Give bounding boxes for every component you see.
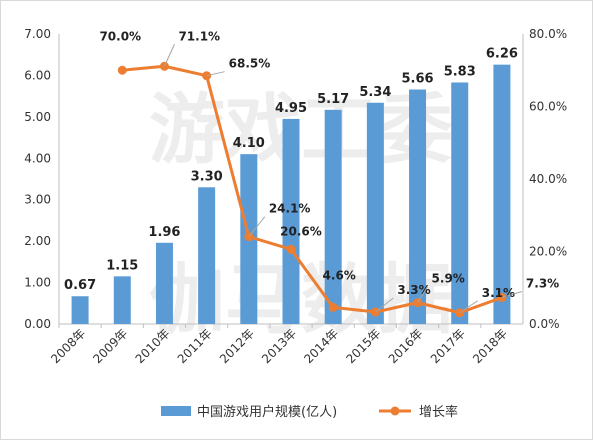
bar-value-label: 0.67 (64, 278, 96, 293)
bar-value-label: 3.30 (191, 169, 223, 184)
rate-value-label: 4.6% (323, 268, 356, 282)
rate-leader-line (501, 291, 523, 299)
line-point (286, 244, 296, 254)
bar (409, 89, 427, 324)
y-left-tick-label: 2.00 (24, 234, 51, 248)
rate-value-label: 68.5% (229, 57, 271, 71)
watermark-line-2: 伽马数据 (149, 255, 453, 344)
y-right-tick-label: 80.0% (529, 27, 567, 41)
x-tick-label: 2018年 (470, 326, 510, 366)
bar (451, 82, 469, 324)
rate-value-label: 70.0% (99, 29, 141, 43)
rate-leader-line (248, 216, 266, 237)
line-point (328, 302, 338, 312)
y-right-tick-label: 0.0% (529, 317, 560, 331)
rate-leader-line (417, 286, 428, 303)
rate-leader-line (206, 71, 225, 77)
bar-value-label: 5.83 (444, 64, 476, 79)
rate-value-label: 71.1% (178, 29, 220, 43)
bar-series: 0.67 1.15 1.96 3.30 4.10 4.95 5.17 5.34 5.66 5.83… (64, 47, 518, 325)
line-point (117, 65, 127, 75)
y-left-tick-label: 0.00 (24, 317, 51, 331)
rate-leader-line (459, 300, 479, 314)
y-left-tick-label: 3.00 (24, 193, 51, 207)
rate-value-label: 5.9% (432, 272, 465, 286)
y-right-tick-label: 40.0% (529, 172, 567, 186)
rate-value-label: 3.1% (482, 286, 515, 300)
rate-value-label: 7.3% (526, 277, 559, 291)
y-right-tick-label: 20.0% (529, 245, 567, 259)
rate-leader-line (375, 297, 394, 313)
bar (155, 242, 173, 324)
bar (71, 296, 89, 324)
growth-rate-line (122, 64, 503, 315)
x-tick-label: 2008年 (48, 326, 88, 366)
rate-value-label: 3.3% (397, 283, 430, 297)
rate-value-label: 20.6% (280, 224, 322, 238)
bar (198, 187, 216, 324)
legend-bar-label: 中国游戏用户规模(亿人) (197, 404, 337, 420)
x-tick-label: 2009年 (90, 326, 130, 366)
legend-line-label: 增长率 (419, 404, 458, 420)
y-left-tick-label: 7.00 (24, 27, 51, 41)
bar-value-label: 5.34 (359, 85, 391, 100)
legend-bar-swatch (161, 406, 191, 416)
rate-value-label: 24.1% (269, 202, 311, 216)
bar-value-label: 4.95 (275, 101, 307, 116)
bar (493, 64, 511, 325)
y-left-tick-label: 6.00 (24, 68, 51, 82)
y-right-tick-label: 60.0% (529, 100, 567, 114)
bar (324, 109, 342, 324)
legend-line-marker (390, 406, 400, 416)
bar-value-label: 5.66 (402, 72, 434, 87)
watermark-line-1: 游戏工委 (149, 85, 453, 174)
rate-leader-line (163, 44, 175, 67)
bar-value-label: 5.17 (317, 92, 349, 107)
bar-value-label: 4.10 (233, 136, 265, 151)
line-series: 70.0% 71.1% 68.5% 24.1% 20.6% 4.6% 3.3%5.9% 3.1… (99, 29, 559, 318)
y-left-tick-label: 4.00 (24, 151, 51, 165)
bar-value-label: 1.96 (148, 225, 180, 240)
legend: 中国游戏用户规模(亿人) 增长率 (161, 404, 458, 420)
y-left-tick-label: 5.00 (24, 110, 51, 124)
y-left-tick-label: 1.00 (24, 276, 51, 290)
bar-value-label: 6.26 (486, 47, 518, 62)
bar-value-label: 1.15 (106, 258, 138, 273)
bar (282, 118, 300, 324)
bar (113, 276, 131, 324)
bar (366, 102, 384, 325)
